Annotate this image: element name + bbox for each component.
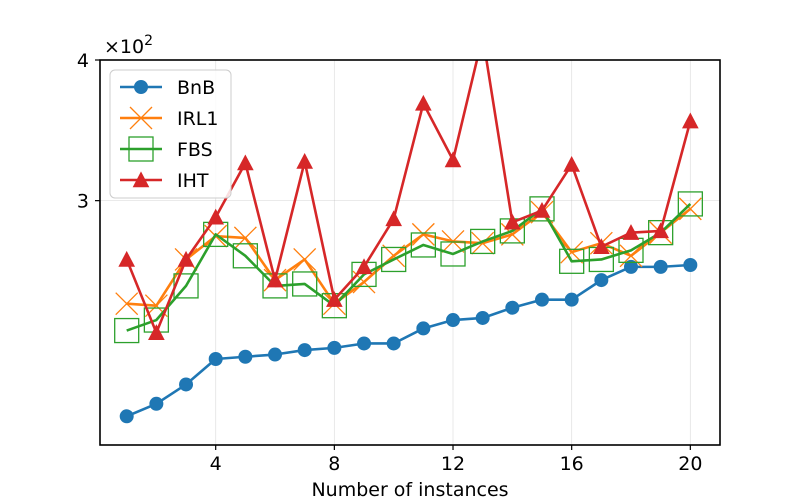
data-point-bnb (475, 310, 490, 325)
data-point-iht (415, 94, 432, 111)
data-point-bnb (119, 409, 134, 424)
data-point-bnb (386, 336, 401, 351)
data-point-iht (533, 201, 551, 218)
data-point-irl1 (560, 240, 584, 264)
data-point-bnb (416, 321, 431, 336)
data-point-fbs (559, 248, 585, 274)
data-point-iht (207, 208, 225, 225)
data-point-iht (444, 151, 462, 168)
x-marker-stroke (352, 270, 376, 294)
x-marker-stroke (560, 240, 584, 264)
legend-label-iht: IHT (177, 170, 209, 192)
legend-label-fbs: FBS (177, 139, 213, 161)
data-point-bnb (357, 336, 372, 351)
legend-label-bnb: BnB (177, 77, 215, 99)
data-point-bnb (297, 343, 312, 358)
data-point-iht (504, 213, 521, 230)
data-point-bnb (238, 349, 253, 364)
data-point-irl1 (293, 248, 317, 271)
data-point-iht (118, 250, 136, 267)
data-point-iht (385, 210, 403, 227)
series-group (114, 60, 703, 424)
data-point-irl1 (411, 222, 435, 246)
legend-label-irl1: IRL1 (177, 108, 218, 130)
data-point-irl1 (233, 226, 257, 250)
data-point-fbs (381, 246, 407, 273)
x-tick-label: 16 (560, 453, 584, 475)
x-tick-label: 4 (210, 453, 222, 475)
x-marker-stroke (129, 106, 153, 130)
data-point-fbs (470, 228, 496, 255)
data-point-bnb (594, 273, 609, 288)
data-point-bnb (564, 292, 579, 307)
data-point-iht (237, 154, 254, 171)
x-marker-stroke (411, 222, 435, 246)
series-iht (118, 60, 699, 340)
data-point-bnb (208, 352, 223, 367)
data-point-iht (326, 291, 343, 307)
data-point-iht (682, 112, 699, 129)
legend-box (109, 69, 232, 199)
data-point-iht (593, 238, 610, 255)
x-marker-stroke (619, 244, 643, 268)
data-point-fbs (114, 317, 140, 344)
data-point-iht (296, 152, 314, 169)
y-tick-label: 4 (77, 50, 89, 72)
data-point-fbs (292, 271, 318, 297)
x-tick-label: 12 (441, 453, 465, 475)
data-point-bnb (624, 259, 639, 274)
legend-item-irl1: IRL1 (120, 106, 218, 130)
data-point-iht (563, 155, 581, 172)
data-point-bnb (446, 313, 461, 328)
legend-marker-fbs (128, 136, 154, 162)
legend-marker-iht (132, 171, 150, 188)
data-point-iht (177, 250, 195, 267)
legend-marker-irl1 (129, 106, 153, 130)
y-tick-label: 3 (77, 191, 89, 213)
x-marker-stroke (115, 292, 139, 316)
data-point-bnb (327, 340, 342, 355)
x-tick-label: 8 (328, 453, 340, 475)
data-point-bnb (149, 396, 164, 411)
data-point-bnb (653, 259, 668, 274)
legend-item-fbs: FBS (120, 136, 213, 162)
series-line-iht (125, 60, 692, 334)
legend: BnB IRL1 FBS IHT (109, 69, 232, 199)
axis-ticks: 4 8 12 16 20 3 4 (77, 50, 703, 475)
data-point-iht (355, 258, 373, 275)
legend-item-bnb: BnB (120, 77, 215, 99)
data-point-iht (652, 222, 669, 239)
data-point-iht (148, 324, 165, 340)
x-axis-label: Number of instances (311, 479, 508, 500)
data-point-iht (622, 224, 640, 240)
y-scale-label: ×102 (104, 33, 153, 58)
data-point-bnb (683, 258, 698, 273)
data-point-irl1 (471, 231, 495, 255)
data-point-iht (266, 271, 284, 288)
series-line-fbs (126, 202, 692, 332)
data-point-fbs (529, 196, 555, 222)
x-marker-stroke (293, 248, 317, 271)
data-point-fbs (232, 243, 259, 269)
x-marker-stroke (471, 231, 495, 255)
data-point-bnb (505, 300, 520, 315)
data-point-irl1 (619, 244, 643, 268)
data-point-fbs (440, 241, 466, 267)
plot-frame (99, 59, 721, 446)
data-point-irl1 (115, 292, 139, 316)
legend-marker-bnb (134, 80, 148, 94)
data-point-bnb (535, 292, 550, 307)
x-marker-stroke (233, 226, 257, 250)
legend-item-iht: IHT (120, 170, 209, 192)
data-point-bnb (179, 377, 194, 392)
series-bnb (119, 258, 698, 424)
x-tick-label: 20 (678, 453, 702, 475)
data-point-fbs (410, 232, 436, 258)
data-point-bnb (268, 347, 283, 362)
data-point-fbs (677, 191, 703, 217)
